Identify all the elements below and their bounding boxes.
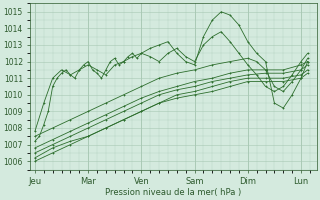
X-axis label: Pression niveau de la mer( hPa ): Pression niveau de la mer( hPa ) bbox=[105, 188, 242, 197]
